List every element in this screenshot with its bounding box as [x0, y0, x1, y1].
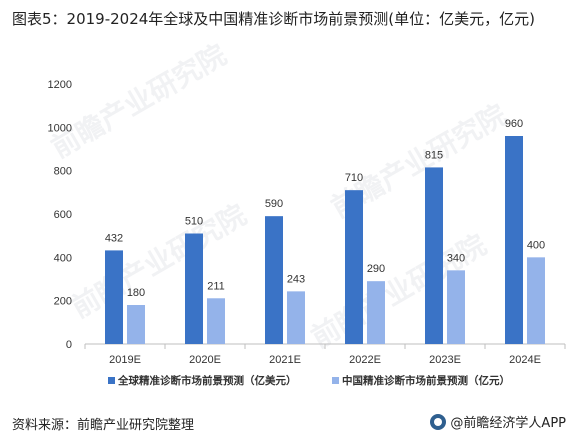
source-note: 资料来源：前瞻产业研究院整理: [12, 418, 195, 433]
x-tick-label: 2023E: [429, 354, 461, 366]
data-label-china: 400: [527, 239, 545, 251]
legend-china-label: 中国精准诊断市场前景预测（亿元）: [342, 374, 510, 387]
data-label-global: 815: [425, 149, 443, 161]
brand-logo-icon: [430, 413, 447, 430]
data-label-china: 290: [367, 263, 385, 275]
y-tick-label: 0: [66, 339, 72, 351]
x-tick-label: 2022E: [349, 354, 381, 366]
bar-china: [127, 305, 145, 344]
x-tick-label: 2024E: [509, 354, 541, 366]
y-tick-label: 1000: [48, 122, 72, 134]
bars: 432 180 510 211 590 243 710 290 815 340 960 400: [105, 118, 545, 344]
bar-global: [505, 136, 523, 344]
bar-global: [265, 216, 283, 344]
brand: @前瞻经济学人APP: [430, 412, 566, 431]
data-label-china: 243: [287, 273, 305, 285]
y-tick-label: 400: [54, 252, 72, 264]
legend-global-label: 全球精准诊断市场前景预测（亿美元）: [117, 374, 297, 387]
brand-label: @前瞻经济学人APP: [450, 416, 566, 431]
bar-global: [425, 167, 443, 344]
bar-china: [287, 291, 305, 344]
chart-title-text: 图表5：2019-2024年全球及中国精准诊断市场前景预测(单位：亿美元，亿元): [12, 10, 536, 28]
x-axis: 2019E 2020E 2021E 2022E 2023E 2024E: [84, 343, 566, 366]
y-tick-label: 800: [54, 166, 72, 178]
legend-global-swatch: [108, 377, 115, 384]
x-tick-label: 2021E: [269, 354, 301, 366]
data-label-china: 180: [127, 287, 145, 299]
x-tick-label: 2019E: [109, 354, 141, 366]
chart-title: 图表5：2019-2024年全球及中国精准诊断市场前景预测(单位：亿美元，亿元): [12, 8, 564, 30]
bar-china: [367, 281, 385, 344]
bar-china: [527, 257, 545, 344]
data-label-china: 340: [447, 252, 465, 264]
bar-china: [447, 270, 465, 344]
y-axis: 0 200 400 600 800 1000 1200: [48, 79, 72, 351]
x-tick-label: 2020E: [189, 354, 221, 366]
bar-global: [185, 233, 203, 344]
bar-global: [105, 250, 123, 344]
legend: 全球精准诊断市场前景预测（亿美元） 中国精准诊断市场前景预测（亿元）: [108, 374, 510, 387]
data-label-global: 710: [345, 172, 363, 184]
data-label-china: 211: [207, 280, 225, 292]
y-tick-label: 200: [54, 296, 72, 308]
data-label-global: 960: [505, 118, 523, 130]
y-tick-label: 600: [54, 209, 72, 221]
data-label-global: 590: [265, 198, 283, 210]
y-tick-label: 1200: [48, 79, 72, 91]
legend-china-swatch: [332, 377, 339, 384]
data-label-global: 510: [185, 216, 203, 228]
bar-china: [207, 298, 225, 344]
bar-global: [345, 190, 363, 344]
data-label-global: 432: [105, 232, 123, 244]
